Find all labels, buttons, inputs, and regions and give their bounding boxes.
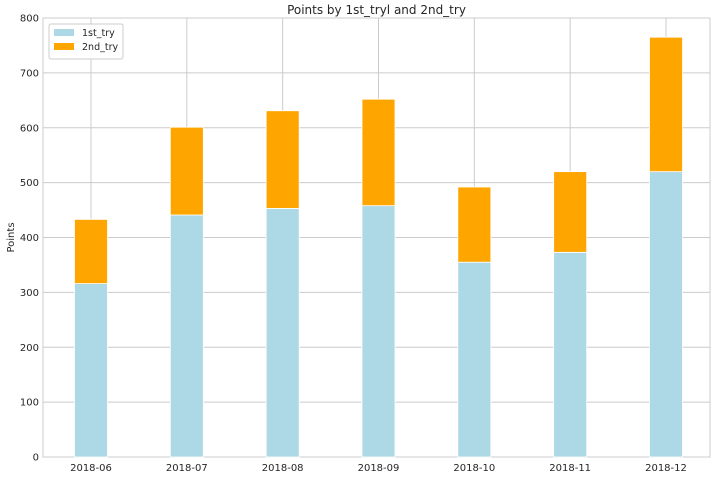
bar-2nd-try-2018-10 bbox=[457, 186, 492, 263]
x-tick-label: 2018-10 bbox=[453, 463, 495, 474]
bar-1st-try-2018-08 bbox=[265, 208, 300, 458]
bars-group bbox=[74, 36, 683, 458]
y-tick-label: 600 bbox=[20, 123, 39, 134]
y-tick-label: 0 bbox=[33, 453, 39, 464]
bar-2nd-try-2018-06 bbox=[74, 218, 108, 284]
y-axis-label: Points bbox=[6, 222, 17, 252]
y-tick-labels: 0 100 200 300 400 500 600 700 800 bbox=[20, 14, 39, 464]
x-tick-label: 2018-07 bbox=[166, 463, 208, 474]
legend-swatch-1st-try bbox=[54, 29, 74, 36]
y-tick-label: 700 bbox=[20, 68, 39, 79]
x-tick-label: 2018-08 bbox=[262, 463, 304, 474]
y-tick-label: 200 bbox=[20, 343, 39, 354]
bar-2nd-try-2018-11 bbox=[553, 171, 588, 253]
y-tick-label: 300 bbox=[20, 288, 39, 299]
y-tick-label: 500 bbox=[20, 178, 39, 189]
y-tick-label: 400 bbox=[20, 233, 39, 244]
legend: 1st_try 2nd_try bbox=[48, 23, 124, 60]
legend-label-1st-try: 1st_try bbox=[82, 28, 115, 39]
x-tick-label: 2018-12 bbox=[645, 463, 687, 474]
bar-2nd-try-2018-07 bbox=[169, 126, 204, 216]
legend-label-2nd-try: 2nd_try bbox=[82, 42, 118, 53]
x-tick-labels: 2018-06 2018-07 2018-08 2018-09 2018-10 2018-… bbox=[70, 463, 687, 474]
y-tick-label: 800 bbox=[20, 14, 39, 25]
y-tick-label: 100 bbox=[20, 398, 39, 409]
bar-2nd-try-2018-08 bbox=[265, 110, 300, 209]
bar-1st-try-2018-06 bbox=[74, 283, 108, 458]
bar-1st-try-2018-09 bbox=[361, 205, 396, 458]
chart-title: Points by 1st_tryl and 2nd_try bbox=[287, 3, 466, 17]
bar-1st-try-2018-12 bbox=[649, 171, 683, 458]
x-tick-label: 2018-11 bbox=[549, 463, 591, 474]
bar-2nd-try-2018-12 bbox=[649, 36, 683, 173]
bar-1st-try-2018-07 bbox=[169, 214, 204, 458]
bar-1st-try-2018-10 bbox=[457, 261, 492, 458]
bar-2nd-try-2018-09 bbox=[361, 98, 396, 207]
x-tick-label: 2018-06 bbox=[70, 463, 112, 474]
legend-swatch-2nd-try bbox=[54, 43, 74, 50]
x-tick-label: 2018-09 bbox=[358, 463, 400, 474]
bar-1st-try-2018-11 bbox=[553, 251, 588, 458]
